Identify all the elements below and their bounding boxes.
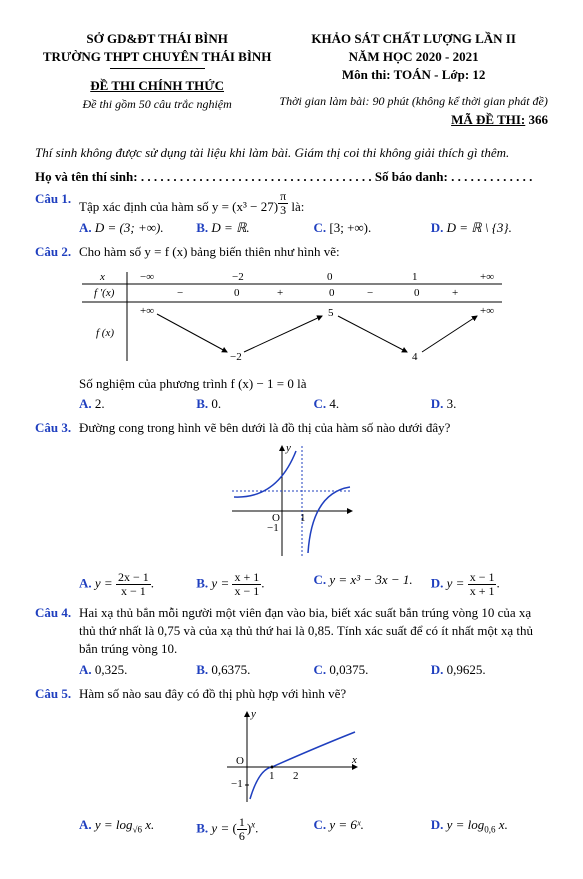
- exam-count: Đề thi gồm 50 câu trắc nghiệm: [35, 96, 279, 113]
- svg-text:−∞: −∞: [140, 271, 154, 283]
- q3-text: Đường cong trong hình vẽ bên dưới là đồ …: [79, 419, 548, 437]
- svg-text:f (x): f (x): [96, 327, 114, 339]
- q1-B: B. D = ℝ.: [196, 219, 313, 237]
- q1-C: C. [3; +∞).: [314, 219, 431, 237]
- q4-D: D. 0,9625.: [431, 661, 548, 679]
- q3: Câu 3. Đường cong trong hình vẽ bên dưới…: [35, 419, 548, 437]
- svg-text:x: x: [99, 271, 105, 283]
- duration: Thời gian làm bài: 90 phút (không kể thờ…: [279, 93, 548, 110]
- q5-text: Hàm số nào sau đây có đồ thị phù hợp với…: [79, 685, 548, 703]
- svg-text:y: y: [285, 442, 291, 454]
- svg-text:+∞: +∞: [480, 271, 494, 283]
- q2-label: Câu 2.: [35, 243, 79, 261]
- svg-text:1: 1: [269, 770, 275, 782]
- org-2: TRƯỜNG THPT CHUYÊN THÁI BÌNH: [35, 48, 279, 66]
- svg-text:f '(x): f '(x): [94, 287, 115, 299]
- q4-C: C. 0,0375.: [314, 661, 431, 679]
- q4-B: B. 0,6375.: [196, 661, 313, 679]
- q5-options: A. y = log√6 x. B. y = (16)x. C. y = 6ˣ.…: [79, 816, 548, 843]
- q4-options: A. 0,325. B. 0,6375. C. 0,0375. D. 0,962…: [79, 661, 548, 679]
- svg-text:5: 5: [328, 307, 334, 319]
- instructions: Thí sinh không được sử dụng tài liệu khi…: [35, 144, 548, 162]
- q2-D: D. 3.: [431, 395, 548, 413]
- q1-options: A. D = (3; +∞). B. D = ℝ. C. [3; +∞). D.…: [79, 219, 548, 237]
- svg-text:O: O: [236, 755, 244, 767]
- header: SỞ GD&ĐT THÁI BÌNH TRƯỜNG THPT CHUYÊN TH…: [35, 30, 548, 130]
- q2-tail: Số nghiệm của phương trình f (x) − 1 = 0…: [79, 375, 548, 393]
- q3-A: A. y = 2x − 1x − 1.: [79, 571, 196, 598]
- q3-D: D. y = x − 1x + 1.: [431, 571, 548, 598]
- org-1: SỞ GD&ĐT THÁI BÌNH: [35, 30, 279, 48]
- q2-text: Cho hàm số y = f (x) bảng biến thiên như…: [79, 243, 548, 261]
- q3-C: C. y = x³ − 3x − 1.: [314, 571, 431, 598]
- q2-C: C. 4.: [314, 395, 431, 413]
- q2-A: A. 2.: [79, 395, 196, 413]
- svg-text:+: +: [277, 287, 283, 299]
- exam-code-label: MÃ ĐỀ THI:: [451, 112, 525, 127]
- survey-title: KHẢO SÁT CHẤT LƯỢNG LẦN II: [279, 30, 548, 48]
- svg-text:−1: −1: [267, 522, 279, 534]
- subject: Môn thi: TOÁN - Lớp: 12: [279, 66, 548, 84]
- q1-text: Tập xác định của hàm số y = (x³ − 27)π3 …: [79, 190, 548, 217]
- svg-text:−1: −1: [231, 778, 243, 790]
- svg-text:2: 2: [293, 770, 299, 782]
- svg-text:−: −: [177, 287, 183, 299]
- q4-text: Hai xạ thủ bắn mỗi người một viên đạn và…: [79, 604, 548, 659]
- q1-A: A. D = (3; +∞).: [79, 219, 196, 237]
- svg-text:4: 4: [412, 351, 418, 363]
- q5-label: Câu 5.: [35, 685, 79, 703]
- svg-text:x: x: [351, 754, 357, 766]
- svg-text:−2: −2: [230, 351, 242, 363]
- svg-text:0: 0: [414, 287, 420, 299]
- year: NĂM HỌC 2020 - 2021: [279, 48, 548, 66]
- name-label: Họ và tên thí sinh:: [35, 169, 138, 184]
- header-left: SỞ GD&ĐT THÁI BÌNH TRƯỜNG THPT CHUYÊN TH…: [35, 30, 279, 130]
- q3-B: B. y = x + 1x − 1.: [196, 571, 313, 598]
- header-right: KHẢO SÁT CHẤT LƯỢNG LẦN II NĂM HỌC 2020 …: [279, 30, 548, 130]
- q2: Câu 2. Cho hàm số y = f (x) bảng biến th…: [35, 243, 548, 261]
- svg-text:0: 0: [234, 287, 240, 299]
- q5-graph: O 1 2 −1 x y: [35, 707, 548, 812]
- q3-label: Câu 3.: [35, 419, 79, 437]
- svg-text:+: +: [452, 287, 458, 299]
- svg-text:−: −: [367, 287, 373, 299]
- sbd-dots: . . . . . . . . . . . . .: [451, 169, 532, 184]
- svg-text:+∞: +∞: [140, 305, 154, 317]
- q1: Câu 1. Tập xác định của hàm số y = (x³ −…: [35, 190, 548, 217]
- svg-text:+∞: +∞: [480, 305, 494, 317]
- q2-table: x f '(x) f (x) −∞ −2 0 1 +∞ − 0 + 0 − 0 …: [35, 266, 548, 371]
- q5-D: D. y = log0,6 x.: [431, 816, 548, 843]
- sbd-label: Số báo danh:: [375, 169, 448, 184]
- q2-B: B. 0.: [196, 395, 313, 413]
- q1-D: D. D = ℝ \ {3}.: [431, 219, 548, 237]
- svg-text:1: 1: [300, 512, 306, 524]
- exam-code-num: 366: [529, 112, 549, 127]
- svg-text:0: 0: [327, 271, 333, 283]
- svg-text:−2: −2: [232, 271, 244, 283]
- svg-text:0: 0: [329, 287, 335, 299]
- q4-A: A. 0,325.: [79, 661, 196, 679]
- q1-label: Câu 1.: [35, 190, 79, 217]
- q5-C: C. y = 6ˣ.: [314, 816, 431, 843]
- q5: Câu 5. Hàm số nào sau đây có đồ thị phù …: [35, 685, 548, 703]
- q5-A: A. y = log√6 x.: [79, 816, 196, 843]
- q3-graph: O 1 −1 y: [35, 441, 548, 566]
- exam-code: MÃ ĐỀ THI: 366: [279, 111, 548, 129]
- svg-text:1: 1: [412, 271, 418, 283]
- name-dots: . . . . . . . . . . . . . . . . . . . . …: [141, 169, 375, 184]
- q4-label: Câu 4.: [35, 604, 79, 659]
- svg-text:y: y: [250, 708, 256, 720]
- header-rule-left: [110, 68, 205, 69]
- student-info: Họ và tên thí sinh: . . . . . . . . . . …: [35, 168, 548, 186]
- q2-options: A. 2. B. 0. C. 4. D. 3.: [79, 395, 548, 413]
- exam-title: ĐỀ THI CHÍNH THỨC: [35, 77, 279, 95]
- q5-B: B. y = (16)x.: [196, 816, 313, 843]
- q3-options: A. y = 2x − 1x − 1. B. y = x + 1x − 1. C…: [79, 571, 548, 598]
- q4: Câu 4. Hai xạ thủ bắn mỗi người một viên…: [35, 604, 548, 659]
